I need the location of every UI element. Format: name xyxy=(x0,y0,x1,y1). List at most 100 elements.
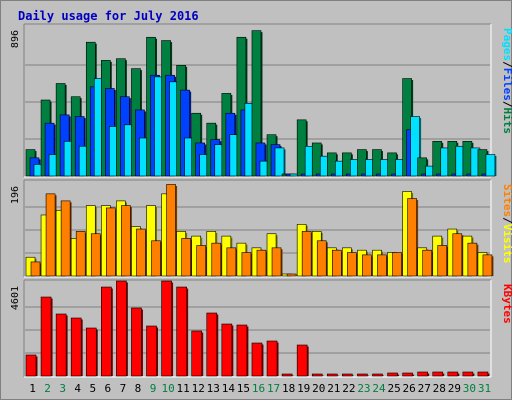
x-tick-label-27: 27 xyxy=(418,382,431,395)
bar-hits-day-21 xyxy=(326,152,337,177)
x-tick-label-2: 2 xyxy=(44,382,51,395)
bar-sites-day-9 xyxy=(151,240,161,277)
bar-sites-day-23 xyxy=(362,254,372,277)
bar-kbytes-day-24 xyxy=(372,373,383,377)
bar-sites-day-14 xyxy=(226,247,237,277)
x-tick-label-22: 22 xyxy=(342,382,355,395)
legend-visits-sites: Sites/Visits xyxy=(501,184,512,264)
panel-visits-sites: 196 Sites/Visits xyxy=(10,179,512,278)
x-tick-label-1: 1 xyxy=(29,382,36,395)
bar-kbytes-day-6 xyxy=(101,286,112,377)
bar-kbytes-day-3 xyxy=(55,313,67,377)
x-tick-label-10: 10 xyxy=(161,382,174,395)
bar-sites-day-19 xyxy=(301,231,312,277)
y-axis-max-label: 896 xyxy=(10,30,21,48)
bar-kbytes-day-21 xyxy=(326,373,338,377)
x-tick-label-18: 18 xyxy=(282,382,295,395)
bar-kbytes-day-28 xyxy=(432,371,444,377)
bar-kbytes-day-11 xyxy=(176,286,187,377)
x-tick-label-28: 28 xyxy=(433,382,446,395)
legend-entry: Pages xyxy=(501,28,512,61)
bar-kbytes-day-22 xyxy=(342,373,353,377)
bar-sites-day-26 xyxy=(407,198,417,277)
bar-hits-day-25 xyxy=(387,152,397,177)
y-axis-max-label: 196 xyxy=(10,186,21,204)
bar-kbytes-day-7 xyxy=(116,280,127,377)
bar-hits-day-19 xyxy=(296,119,307,177)
bar-sites-day-1 xyxy=(30,261,41,277)
bar-hits-day-24 xyxy=(372,149,382,177)
bar-kbytes-day-25 xyxy=(387,372,398,377)
bar-kbytes-day-16 xyxy=(251,342,263,377)
legend-kbytes: KBytes xyxy=(501,284,512,324)
bar-kbytes-day-27 xyxy=(417,371,428,377)
bar-kbytes-day-12 xyxy=(191,330,203,377)
legend-entry: Visits xyxy=(501,224,512,264)
x-tick-label-21: 21 xyxy=(327,382,340,395)
bar-kbytes-day-5 xyxy=(85,327,97,377)
bar-sites-day-7 xyxy=(121,205,131,277)
bar-kbytes-day-20 xyxy=(311,373,323,377)
bar-sites-day-24 xyxy=(377,254,387,277)
x-tick-label-12: 12 xyxy=(192,382,205,395)
x-tick-label-23: 23 xyxy=(357,382,370,395)
bar-sites-day-18 xyxy=(286,273,297,277)
bar-sites-day-27 xyxy=(422,249,432,277)
x-tick-label-29: 29 xyxy=(448,382,461,395)
bar-kbytes-day-1 xyxy=(25,354,37,377)
bar-sites-day-2 xyxy=(45,193,56,277)
bar-kbytes-day-14 xyxy=(221,323,233,377)
bar-kbytes-day-19 xyxy=(296,344,308,377)
bar-sites-day-28 xyxy=(437,245,448,277)
x-tick-label-11: 11 xyxy=(177,382,190,395)
x-tick-label-5: 5 xyxy=(89,382,96,395)
bar-kbytes-day-2 xyxy=(40,296,52,377)
y-axis-max-label: 4601 xyxy=(10,286,21,310)
bar-hits-day-30 xyxy=(462,141,473,177)
legend-entry: / xyxy=(501,101,512,108)
x-tick-label-14: 14 xyxy=(222,382,236,395)
bar-sites-day-22 xyxy=(347,252,357,277)
x-tick-label-30: 30 xyxy=(463,382,476,395)
bar-hits-day-29 xyxy=(447,141,458,177)
x-tick-label-7: 7 xyxy=(120,382,127,395)
x-tick-label-9: 9 xyxy=(150,382,157,395)
legend-entry: Hits xyxy=(501,108,512,135)
legend-entry: Sites xyxy=(501,184,512,217)
bar-sites-day-21 xyxy=(331,249,342,277)
bar-kbytes-day-13 xyxy=(206,312,218,377)
bar-sites-day-5 xyxy=(90,233,101,277)
bar-sites-day-6 xyxy=(106,207,116,277)
bar-sites-day-3 xyxy=(60,200,71,277)
bar-kbytes-day-23 xyxy=(357,373,368,377)
bar-kbytes-day-30 xyxy=(462,371,474,377)
bar-kbytes-day-31 xyxy=(477,371,489,377)
x-tick-label-20: 20 xyxy=(312,382,325,395)
bar-kbytes-day-9 xyxy=(146,325,157,377)
x-tick-label-8: 8 xyxy=(135,382,142,395)
bar-kbytes-day-29 xyxy=(447,371,459,377)
bar-kbytes-day-8 xyxy=(131,307,142,377)
bar-pages-day-31 xyxy=(485,154,496,177)
bar-sites-day-12 xyxy=(196,245,207,277)
bar-kbytes-day-26 xyxy=(402,372,413,377)
x-tick-label-15: 15 xyxy=(237,382,250,395)
legend-entry: / xyxy=(501,61,512,68)
bar-kbytes-day-18 xyxy=(281,373,293,377)
bar-sites-day-10 xyxy=(166,184,176,277)
bar-kbytes-day-15 xyxy=(236,324,248,377)
bar-sites-day-15 xyxy=(241,252,252,277)
x-tick-label-3: 3 xyxy=(59,382,66,395)
bar-pages-day-17 xyxy=(274,147,285,177)
bar-sites-day-29 xyxy=(452,233,463,277)
x-tick-label-13: 13 xyxy=(207,382,220,395)
bar-sites-day-20 xyxy=(316,240,327,277)
bar-hits-day-28 xyxy=(432,141,443,177)
bar-hits-day-22 xyxy=(342,152,352,177)
bar-sites-day-16 xyxy=(256,249,267,277)
bar-sites-day-13 xyxy=(211,242,222,277)
bar-sites-day-25 xyxy=(392,252,402,277)
x-tick-label-19: 19 xyxy=(297,382,310,395)
bar-kbytes-day-17 xyxy=(266,340,278,377)
